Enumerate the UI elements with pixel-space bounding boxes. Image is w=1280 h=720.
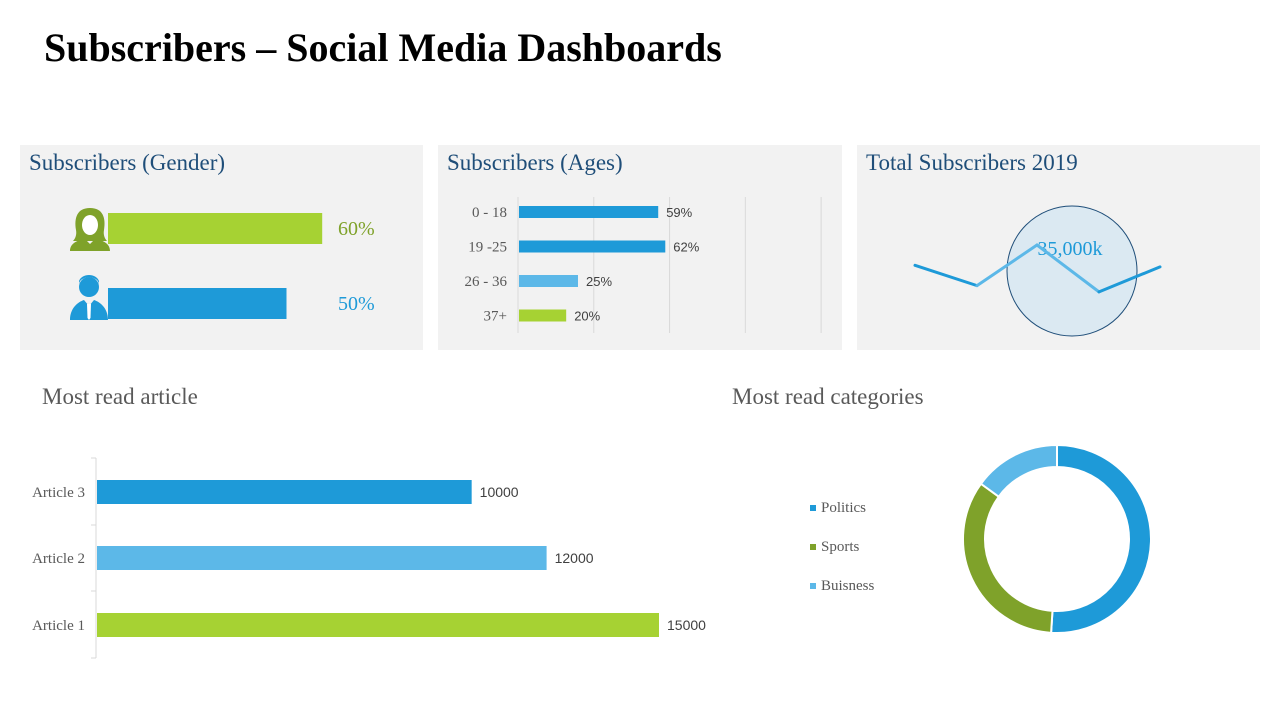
total-chart: 35,000k <box>913 205 1162 337</box>
gender-value-label: 60% <box>338 218 375 240</box>
article-value-label: 15000 <box>667 617 706 633</box>
article-tick-label: Article 1 <box>32 618 85 634</box>
ages-bar <box>519 240 666 253</box>
ages-bar <box>519 206 659 218</box>
article-tick-label: Article 2 <box>32 551 85 567</box>
article-bar <box>97 480 472 504</box>
ages-value-label: 25% <box>586 274 612 289</box>
total-value: 35,000k <box>1038 238 1103 260</box>
article-bar <box>97 546 547 570</box>
article-tick-label: Article 3 <box>32 485 85 501</box>
ages-bar <box>519 275 578 287</box>
total-panel-title: Total Subscribers 2019 <box>866 150 1078 175</box>
gender-bar-female <box>108 213 323 244</box>
articles-chart: Article 3 10000 Article 2 12000 Article 1 150… <box>32 457 706 659</box>
donut-slice-sports <box>962 482 1054 634</box>
ages-panel-title: Subscribers (Ages) <box>447 150 623 175</box>
ages-value-label: 20% <box>574 309 600 324</box>
legend-swatch <box>810 505 816 511</box>
gender-value-label: 50% <box>338 293 375 315</box>
total-panel: Total Subscribers 2019 35,000k <box>857 145 1260 350</box>
articles-title: Most read article <box>42 384 198 409</box>
total-line-segment <box>1035 243 1101 294</box>
categories-title: Most read categories <box>732 384 924 409</box>
legend-item-politics: Politics <box>810 498 874 518</box>
legend-swatch <box>810 544 816 550</box>
gender-bar-male <box>108 288 287 319</box>
legend-item-buisness: Buisness <box>810 576 874 596</box>
gender-panel-title: Subscribers (Gender) <box>29 150 226 175</box>
legend-swatch <box>810 583 816 589</box>
ages-value-label: 59% <box>666 205 692 220</box>
donut-slice-politics <box>1050 443 1152 634</box>
male-user-icon <box>70 275 108 320</box>
total-line-segment <box>913 263 979 288</box>
ages-tick-label: 19 -25 <box>468 240 507 256</box>
ages-tick-label: 0 - 18 <box>472 205 507 221</box>
ages-value-label: 62% <box>673 240 699 255</box>
ages-tick-label: 26 - 36 <box>465 274 508 290</box>
page-title: Subscribers – Social Media Dashboards <box>44 25 722 70</box>
total-line-segment <box>975 243 1039 288</box>
article-value-label: 10000 <box>480 484 519 500</box>
article-bar <box>97 613 659 637</box>
ages-bar <box>519 309 567 322</box>
legend-label: Buisness <box>821 577 875 594</box>
total-line-segment <box>1097 265 1162 294</box>
gender-chart: 60% 50% <box>70 208 375 320</box>
article-value-label: 12000 <box>555 550 594 566</box>
donut-slice-buisness <box>979 443 1058 499</box>
gender-panel: Subscribers (Gender) 60% 50% <box>20 145 423 350</box>
legend-label: Sports <box>821 538 860 555</box>
female-user-icon <box>70 208 110 251</box>
ages-chart: 0 - 18 59% 19 -25 62% 26 - 36 25% 37+ 20% <box>465 197 822 333</box>
legend-label: Politics <box>821 499 867 516</box>
categories-legend: Politics Sports Buisness <box>810 498 874 615</box>
ages-tick-label: 37+ <box>484 309 507 325</box>
categories-donut <box>962 443 1152 634</box>
legend-item-sports: Sports <box>810 537 874 557</box>
ages-panel: Subscribers (Ages) 0 - 18 59% 19 -25 62% 26 … <box>438 145 842 350</box>
